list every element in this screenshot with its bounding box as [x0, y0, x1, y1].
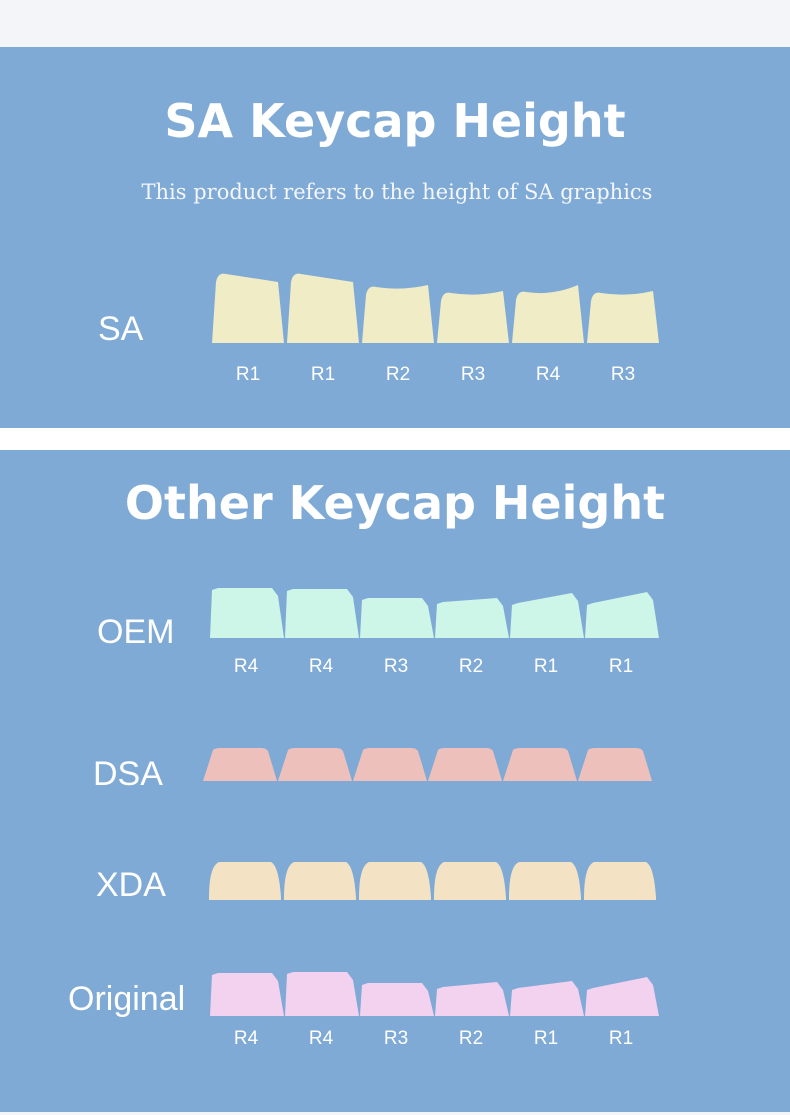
keycap — [209, 862, 281, 900]
keycap — [584, 862, 656, 900]
row-name: R1 — [534, 1028, 558, 1049]
keycap — [210, 588, 284, 638]
section-subtitle: This product refers to the height of SA … — [142, 180, 653, 204]
keycap — [210, 973, 284, 1016]
row-name: R2 — [459, 1028, 483, 1049]
section-title: SA Keycap Height — [164, 94, 625, 148]
keycap — [285, 972, 359, 1016]
keycap — [578, 748, 652, 781]
row-label: OEM — [97, 613, 174, 651]
row-name: R4 — [309, 656, 334, 677]
row-name: R4 — [309, 1028, 334, 1049]
keycap — [360, 598, 434, 638]
keycap — [212, 273, 284, 343]
section-title: Other Keycap Height — [125, 476, 665, 530]
keycap — [510, 593, 584, 638]
row-label: SA — [98, 310, 144, 348]
keycap — [434, 862, 506, 900]
keycap — [435, 598, 509, 638]
row-name: R1 — [534, 656, 558, 677]
row-name: R2 — [459, 656, 483, 677]
keycap — [287, 273, 359, 343]
keycap — [509, 862, 581, 900]
row-label: XDA — [96, 866, 166, 904]
keycap — [285, 589, 359, 638]
row-name: R1 — [311, 364, 335, 385]
keycap — [284, 862, 356, 900]
row-label: DSA — [93, 755, 163, 793]
row-name: R1 — [609, 1028, 633, 1049]
keycap — [437, 291, 509, 343]
row-name: R3 — [611, 364, 635, 385]
row-name: R3 — [384, 656, 408, 677]
keycap — [503, 748, 577, 781]
row-name: R2 — [386, 364, 410, 385]
keycap — [353, 748, 427, 781]
keycap — [510, 981, 584, 1016]
row-name: R1 — [609, 656, 633, 677]
row-name: R4 — [536, 364, 561, 385]
keycap — [587, 291, 659, 343]
panel — [0, 47, 790, 428]
keycap — [435, 982, 509, 1016]
row-name: R4 — [234, 656, 259, 677]
keycap — [203, 748, 277, 781]
keycap — [360, 983, 434, 1016]
row-name: R3 — [384, 1028, 408, 1049]
keycap — [278, 748, 352, 781]
keycap — [585, 592, 659, 638]
row-name: R1 — [236, 364, 260, 385]
keycap — [359, 862, 431, 900]
keycap — [362, 285, 434, 343]
keycap — [512, 285, 584, 343]
row-name: R4 — [234, 1028, 259, 1049]
row-label: Original — [68, 980, 185, 1018]
row-name: R3 — [461, 364, 485, 385]
keycap — [585, 977, 659, 1016]
keycap — [428, 748, 502, 781]
divider — [0, 428, 790, 450]
